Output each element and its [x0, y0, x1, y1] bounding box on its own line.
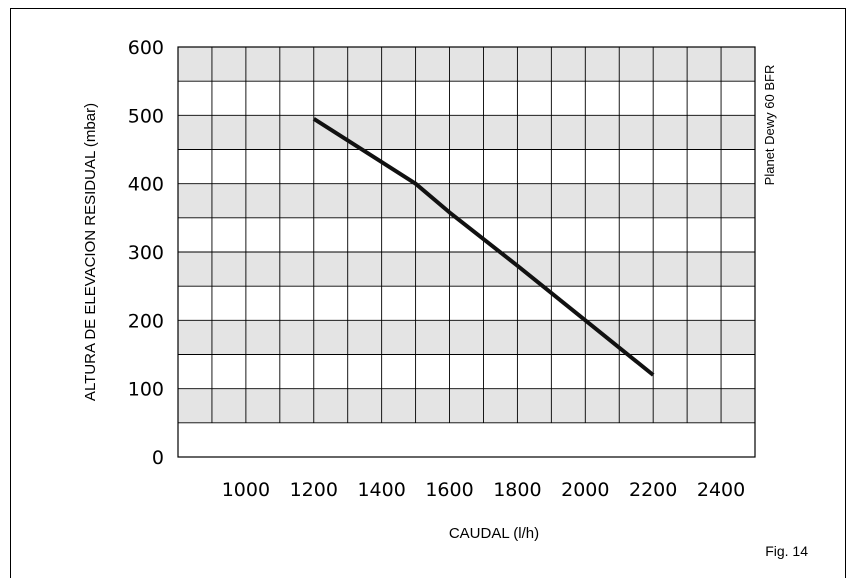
- x-tick-label: 1600: [425, 479, 473, 501]
- grid-band: [178, 320, 755, 354]
- figure-label: Fig. 14: [765, 543, 808, 559]
- y-axis-label: ALTURA DE ELEVACION RESIDUAL (mbar): [82, 103, 99, 401]
- x-tick-label: 2400: [697, 479, 745, 501]
- x-tick-label: 1800: [493, 479, 541, 501]
- y-tick-label: 500: [128, 105, 164, 127]
- grid-band: [178, 389, 755, 423]
- x-tick-label: 2200: [629, 479, 677, 501]
- grid-band: [178, 252, 755, 286]
- x-tick-label: 1400: [357, 479, 405, 501]
- y-tick-label: 600: [128, 37, 164, 59]
- x-tick-label: 2000: [561, 479, 609, 501]
- x-tick-label: 1000: [222, 479, 270, 501]
- y-tick-label: 0: [152, 447, 164, 469]
- grid-band: [178, 115, 755, 149]
- y-tick-label: 300: [128, 242, 164, 264]
- x-tick-labels: 1000 1200 1400 1600 1800 2000 2200 2400: [222, 479, 746, 501]
- x-axis-label: CAUDAL (l/h): [449, 525, 539, 542]
- series-name-label: Planet Dewy 60 BFR: [762, 65, 777, 186]
- grid-bands: [178, 47, 755, 423]
- y-tick-label: 200: [128, 310, 164, 332]
- x-tick-label: 1200: [290, 479, 338, 501]
- grid-band: [178, 184, 755, 218]
- y-tick-label: 100: [128, 379, 164, 401]
- y-tick-labels: 0 100 200 300 400 500 600: [128, 37, 164, 469]
- y-tick-label: 400: [128, 174, 164, 196]
- grid-band: [178, 47, 755, 81]
